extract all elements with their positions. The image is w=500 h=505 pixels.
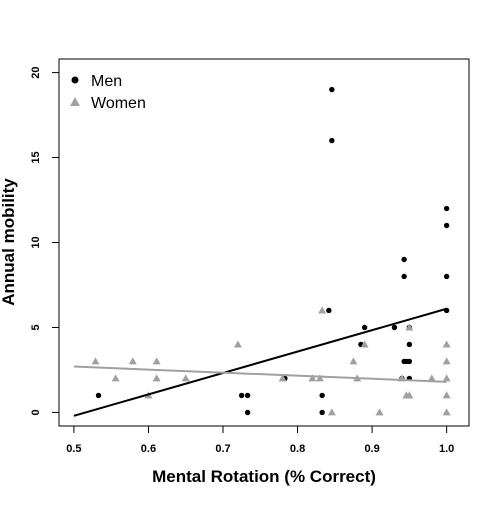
y-tick-label: 20 bbox=[30, 66, 42, 78]
y-tick-label: 10 bbox=[30, 236, 42, 248]
point-women bbox=[360, 340, 369, 348]
point-women bbox=[442, 408, 451, 416]
point-women bbox=[405, 323, 414, 331]
point-men bbox=[406, 341, 413, 348]
point-women bbox=[308, 374, 317, 382]
point-men bbox=[391, 324, 398, 331]
point-women bbox=[318, 306, 327, 314]
point-women bbox=[152, 357, 161, 365]
point-women bbox=[327, 408, 336, 416]
point-men bbox=[244, 392, 251, 399]
data-marks bbox=[91, 86, 451, 416]
y-tick-label: 0 bbox=[30, 409, 42, 415]
point-women bbox=[152, 374, 161, 382]
x-tick-label: 0.8 bbox=[290, 443, 305, 455]
point-women bbox=[442, 357, 451, 365]
point-women bbox=[181, 374, 190, 382]
point-women bbox=[405, 391, 414, 399]
point-women bbox=[442, 340, 451, 348]
trend-lines bbox=[73, 307, 447, 417]
x-tick-label: 1.0 bbox=[439, 443, 454, 455]
point-men bbox=[401, 256, 407, 263]
x-tick-label: 0.7 bbox=[215, 443, 230, 455]
point-men bbox=[319, 409, 325, 416]
point-women bbox=[91, 357, 100, 365]
plot-frame bbox=[58, 58, 470, 427]
point-women bbox=[111, 374, 120, 382]
y-axis-title: Annual mobility bbox=[0, 178, 18, 306]
trend-line-women bbox=[73, 365, 447, 383]
legend-label-men: Men bbox=[91, 73, 122, 90]
trend-line-men bbox=[73, 307, 447, 417]
y-axis: 0 5 10 15 20 bbox=[30, 66, 59, 415]
point-men bbox=[326, 307, 332, 314]
point-women bbox=[278, 374, 287, 382]
point-women bbox=[233, 340, 242, 348]
x-tick-label: 0.9 bbox=[364, 443, 379, 455]
point-men bbox=[443, 205, 450, 212]
point-men bbox=[361, 324, 368, 331]
y-tick-label: 5 bbox=[30, 324, 42, 330]
point-men bbox=[406, 358, 413, 365]
point-women bbox=[128, 357, 137, 365]
y-tick-label: 15 bbox=[30, 151, 42, 163]
point-men bbox=[329, 86, 335, 93]
point-men bbox=[401, 273, 407, 280]
point-women bbox=[349, 357, 358, 365]
x-axis: 0.5 0.6 0.7 0.8 0.9 1.0 bbox=[66, 425, 454, 455]
x-tick-label: 0.5 bbox=[66, 443, 81, 455]
legend-label-women: Women bbox=[91, 95, 146, 112]
point-men bbox=[238, 392, 245, 399]
point-men bbox=[329, 137, 335, 144]
legend-marker-women bbox=[70, 97, 80, 106]
point-men bbox=[244, 409, 251, 416]
legend-marker-men bbox=[71, 76, 79, 84]
point-men bbox=[95, 392, 102, 399]
x-axis-title: Mental Rotation (% Correct) bbox=[152, 467, 376, 486]
point-women bbox=[375, 408, 384, 416]
point-women bbox=[442, 374, 451, 382]
x-tick-label: 0.6 bbox=[141, 443, 156, 455]
point-men bbox=[443, 273, 450, 280]
point-men bbox=[443, 222, 450, 229]
point-men bbox=[319, 392, 325, 399]
point-women bbox=[315, 374, 324, 382]
point-women bbox=[442, 391, 451, 399]
legend: Men Women bbox=[70, 73, 146, 112]
point-women bbox=[427, 374, 436, 382]
